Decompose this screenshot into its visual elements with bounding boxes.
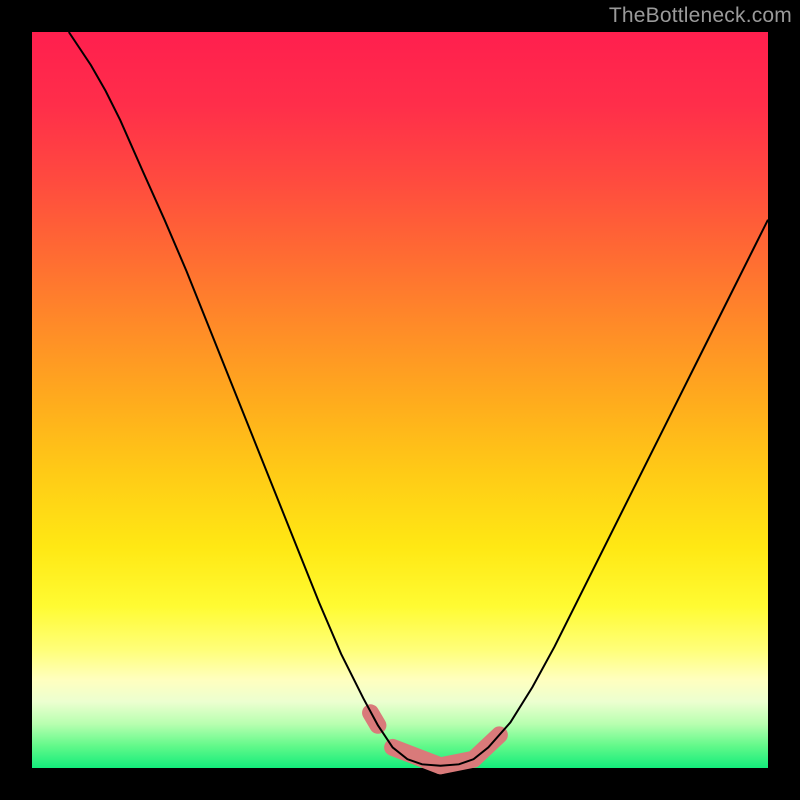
figure-container: TheBottleneck.com [0,0,800,800]
bottleneck-plot [0,0,800,800]
plot-gradient-background [32,32,768,768]
watermark-text: TheBottleneck.com [609,4,792,28]
